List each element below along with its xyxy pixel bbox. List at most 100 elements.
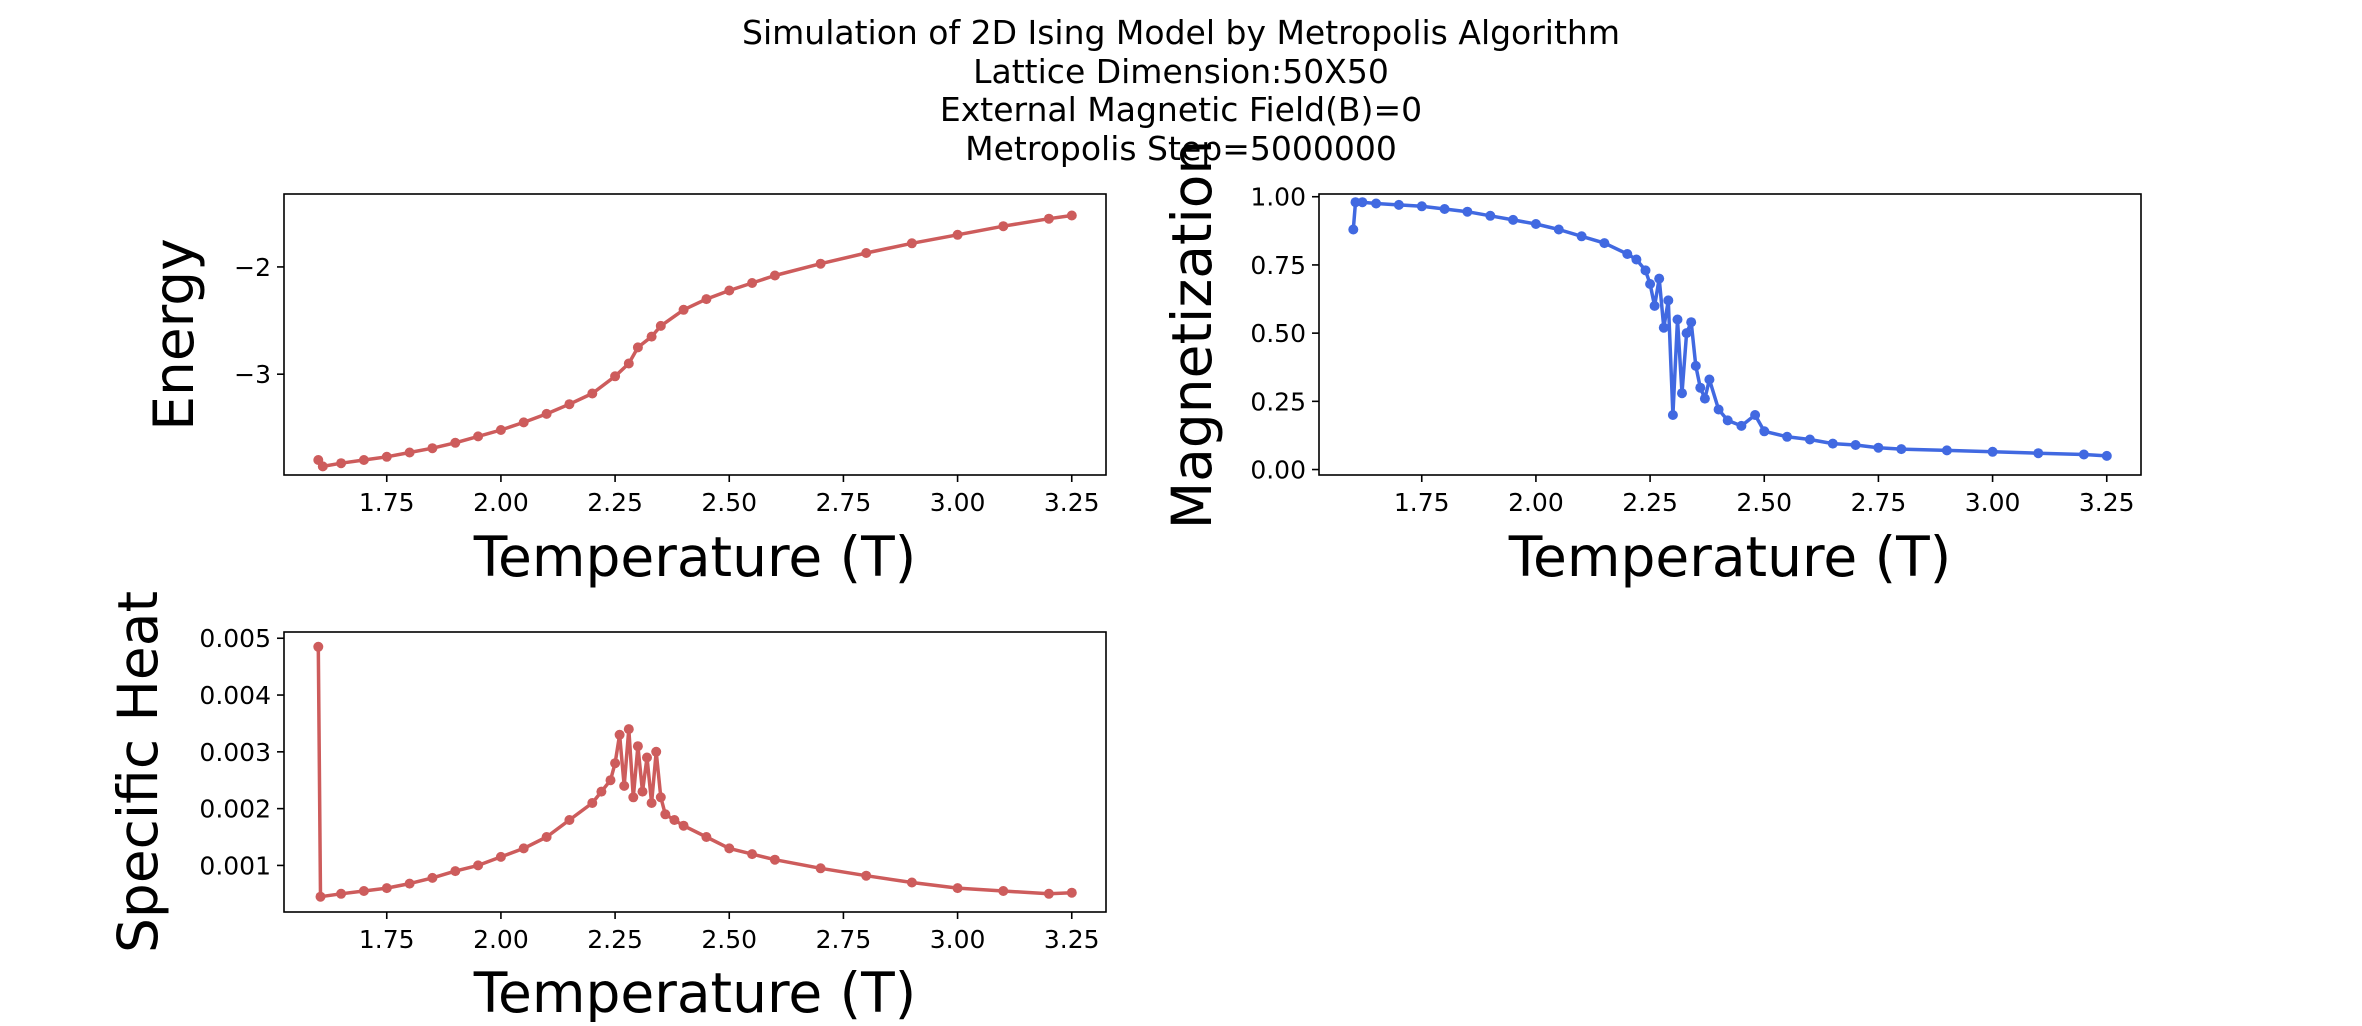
energy-x-tick-label: 2.00 [473,488,529,517]
specific-heat-data-point [313,641,324,652]
energy-data-point [646,331,657,342]
specific-heat-data-point [815,863,826,874]
specific-heat-data-point [541,832,552,842]
magnetization-data-point [1622,249,1633,259]
specific-heat-x-tick-label: 2.75 [816,925,872,954]
magnetization-y-tick-label: 0.00 [1250,456,1306,485]
magnetization-data-point [2033,448,2044,459]
magnetization-x-axis-label: Temperature (T) [1508,525,1951,589]
specific-heat-data-point [315,891,326,902]
magnetization-y-tick-label: 1.00 [1250,183,1306,212]
energy-data-point [336,458,347,469]
specific-heat-data-point [450,866,461,877]
specific-heat-data-point [906,877,917,888]
title-line-4: Metropolis Step=5000000 [965,128,1397,168]
specific-heat-data-point [632,741,643,752]
magnetization-x-tick-label: 3.25 [2079,488,2135,517]
magnetization-data-point [1663,295,1674,306]
magnetization-data-point [1508,214,1519,225]
specific-heat-data-point [404,878,415,889]
specific-heat-data-point [336,888,347,899]
specific-heat-data-point [637,786,648,797]
energy-data-point [518,417,529,428]
energy-x-tick-label: 1.75 [359,488,415,517]
specific-heat-data-point [701,832,712,842]
magnetization-data-point [1681,328,1692,339]
specific-heat-data-point [678,820,689,831]
specific-heat-data-point [1066,887,1077,898]
title-line-2: Lattice Dimension:50X50 [973,51,1389,91]
magnetization-plot: 1.75 2.00 2.25 2.50 2.75 3.00 3.25 0.00 0.25 0.50… [1160,140,2142,589]
magnetization-data-point [1416,201,1427,212]
energy-x-tick-label: 2.50 [701,488,757,517]
specific-heat-data-point [564,815,575,825]
energy-x-tick-label: 2.75 [816,488,872,517]
energy-data-point [381,451,392,462]
energy-y-axis-label: Energy [142,238,206,431]
energy-axes-frame [283,193,1107,476]
specific-heat-data-point [358,886,369,896]
magnetization-data-point [1553,224,1564,235]
magnetization-x-tick-label: 2.75 [1851,488,1907,517]
specific-heat-x-tick-label: 2.00 [473,925,529,954]
energy-data-point [701,294,712,305]
magnetization-data-point [1713,404,1724,415]
energy-data-point [952,229,963,240]
specific-heat-x-tick-label: 3.00 [930,925,986,954]
energy-data-point [564,399,575,410]
magnetization-data-point [1941,445,1952,456]
magnetization-data-point [1722,415,1733,426]
title-line-3: External Magnetic Field(B)=0 [939,90,1423,129]
magnetization-data-point [1704,374,1715,385]
magnetization-data-point [1649,300,1660,311]
magnetization-data-point [1439,204,1450,214]
specific-heat-data-point [952,883,963,894]
specific-heat-y-tick-label: 0.003 [199,738,271,767]
energy-data-point [678,304,689,315]
specific-heat-data-point [605,775,616,786]
specific-heat-data-point [651,746,662,757]
magnetization-data-point [1782,431,1793,442]
energy-data-point [358,455,369,465]
energy-data-point [610,371,621,382]
energy-data-point [473,431,484,442]
specific-heat-data-point [769,854,780,865]
energy-data-point [747,278,758,288]
specific-heat-axes-frame [283,631,1107,913]
specific-heat-data-point [628,792,639,803]
specific-heat-x-axis-label: Temperature (T) [473,961,916,1022]
magnetization-data-point [1645,279,1656,289]
magnetization-data-point [1640,265,1651,276]
energy-x-tick-label: 2.25 [587,488,643,517]
magnetization-data-point [1371,198,1382,209]
energy-data-point [906,238,917,249]
specific-heat-data-point [587,798,598,808]
magnetization-data-point [1736,420,1747,431]
magnetization-y-tick-label: 0.50 [1250,319,1306,348]
magnetization-x-tick-label: 3.00 [1965,488,2021,517]
energy-data-point [1043,213,1054,224]
magnetization-data-point [1987,446,1998,457]
magnetization-data-point [1485,210,1496,221]
magnetization-data-point [1530,219,1541,229]
energy-data-point [317,461,328,472]
energy-y-tick-label: −2 [234,253,271,282]
figure-title: Simulation of 2D Ising Model by Metropol… [0,13,2362,168]
magnetization-data-point [1576,231,1587,242]
magnetization-data-point [1686,317,1697,328]
energy-x-axis-label: Temperature (T) [473,525,916,589]
energy-data-point [541,408,552,419]
energy-data-point [427,443,438,454]
magnetization-data-point [1393,199,1404,210]
magnetization-y-tick-label: 0.75 [1250,251,1306,280]
magnetization-data-point [1750,410,1761,420]
magnetization-data-point [1462,206,1473,217]
specific-heat-data-point [381,883,392,894]
magnetization-data-point [1695,382,1706,393]
magnetization-data-point [1350,197,1361,208]
magnetization-x-tick-label: 2.25 [1622,488,1678,517]
specific-heat-data-point [646,798,657,808]
specific-heat-data-point [669,815,680,825]
energy-data-point [998,221,1009,232]
magnetization-x-tick-label: 1.75 [1394,488,1450,517]
